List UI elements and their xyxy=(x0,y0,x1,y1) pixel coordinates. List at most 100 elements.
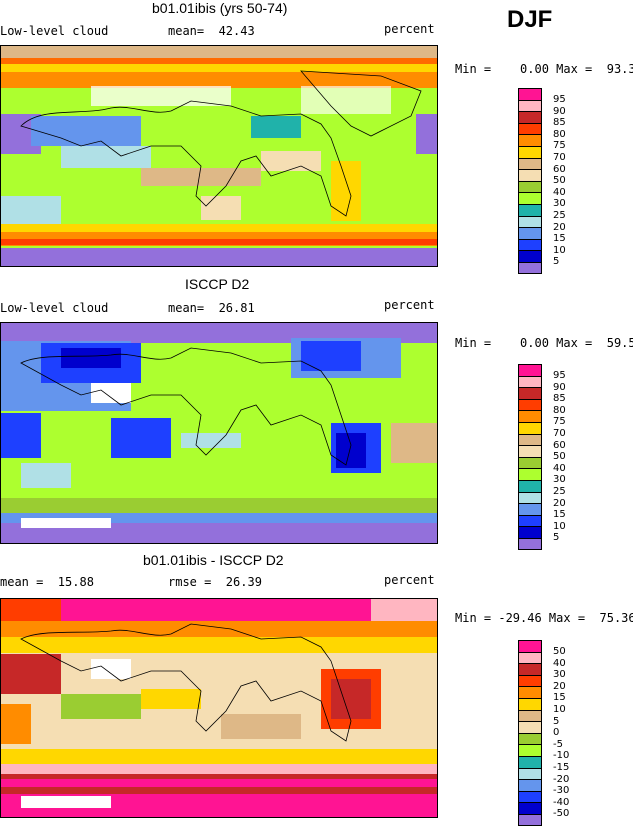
panel-3-map xyxy=(0,598,438,818)
panel-2-colorbar: 95 90 85 80 75 70 60 50 40 30 25 20 15 1… xyxy=(518,364,566,550)
colorbar-label: 85 xyxy=(553,117,566,129)
colorbar-cell: 50 xyxy=(518,445,566,462)
colorbar-label: 90 xyxy=(553,381,566,393)
colorbar-label: 40 xyxy=(553,186,566,198)
colorbar-label: 15 xyxy=(553,509,566,521)
colorbar-label: 80 xyxy=(553,128,566,140)
colorbar-cell: 20 xyxy=(518,674,566,691)
colorbar-cell: -10 xyxy=(518,744,569,761)
colorbar-label: 95 xyxy=(553,94,566,105)
colorbar-label: 20 xyxy=(553,680,566,692)
colorbar-cell: 40 xyxy=(518,180,566,197)
colorbar-cell: 40 xyxy=(518,456,566,473)
colorbar-cell: 90 xyxy=(518,375,566,392)
panel-2-title: ISCCP D2 xyxy=(185,276,250,292)
panel-3-units: percent xyxy=(384,573,435,587)
colorbar-cell: 5 xyxy=(518,709,559,726)
colorbar-cell: -5 xyxy=(518,732,563,749)
colorbar-label: 20 xyxy=(553,221,566,233)
colorbar-cell: 10 xyxy=(518,697,566,714)
colorbar-label: 30 xyxy=(553,198,566,210)
colorbar-label: 40 xyxy=(553,462,566,474)
colorbar-cell: -20 xyxy=(518,767,569,784)
colorbar-label: 75 xyxy=(553,416,566,428)
panel-2-units: percent xyxy=(384,298,435,312)
colorbar-cell: 30 xyxy=(518,192,566,209)
colorbar-cell: 25 xyxy=(518,203,566,220)
colorbar-label: -50 xyxy=(553,808,570,820)
colorbar-cell: 15 xyxy=(518,503,566,520)
colorbar-label: 5 xyxy=(553,532,560,544)
colorbar-cell: 95 xyxy=(518,364,566,381)
colorbar-cell: 80 xyxy=(518,122,566,139)
colorbar-cell: 60 xyxy=(518,157,566,174)
colorbar-cell: 50 xyxy=(518,169,566,186)
colorbar-cell: -40 xyxy=(518,790,569,807)
colorbar-cell xyxy=(518,537,542,550)
colorbar-cell: 40 xyxy=(518,651,566,668)
colorbar-cell: 95 xyxy=(518,88,566,105)
colorbar-label: 90 xyxy=(553,105,566,117)
colorbar-cell: 10 xyxy=(518,238,566,255)
colorbar-label: -15 xyxy=(553,761,570,773)
colorbar-label: -40 xyxy=(553,796,570,808)
colorbar-label: 95 xyxy=(553,370,566,381)
colorbar-cell: 60 xyxy=(518,433,566,450)
colorbar-label: -30 xyxy=(553,785,570,797)
colorbar-label: 25 xyxy=(553,485,566,497)
colorbar-cell: 20 xyxy=(518,215,566,232)
colorbar-cell: 30 xyxy=(518,468,566,485)
colorbar-label: 70 xyxy=(553,427,566,439)
colorbar-label: -5 xyxy=(553,738,563,750)
panel-1-variable: Low-level cloud xyxy=(0,24,109,38)
panel-2-variable: Low-level cloud xyxy=(0,301,109,315)
colorbar-label: 60 xyxy=(553,163,566,175)
colorbar-cell: 70 xyxy=(518,145,566,162)
colorbar-label: 50 xyxy=(553,175,566,187)
panel-2-mean: mean= 26.81 xyxy=(168,301,255,315)
colorbar-cell: -50 xyxy=(518,802,569,819)
colorbar-label: 5 xyxy=(553,256,560,268)
colorbar-label: 15 xyxy=(553,692,566,704)
colorbar-cell: 5 xyxy=(518,526,559,543)
colorbar-label: 25 xyxy=(553,209,566,221)
panel-3-mean: mean = 15.88 xyxy=(0,575,94,589)
colorbar-cell: 75 xyxy=(518,410,566,427)
colorbar-label: 10 xyxy=(553,520,566,532)
colorbar-cell: -30 xyxy=(518,779,569,796)
panel-1-minmax: Min = 0.00 Max = 93.30 xyxy=(455,62,633,76)
colorbar-label: 20 xyxy=(553,497,566,509)
colorbar-label: 5 xyxy=(553,715,560,727)
panel-1-units: percent xyxy=(384,22,435,36)
panel-3-rmse: rmse = 26.39 xyxy=(168,575,262,589)
colorbar-label: 10 xyxy=(553,244,566,256)
colorbar-cell: 5 xyxy=(518,250,559,267)
colorbar-cell: 15 xyxy=(518,227,566,244)
colorbar-cell: 25 xyxy=(518,479,566,496)
colorbar-label: 15 xyxy=(553,233,566,245)
colorbar-cell: 85 xyxy=(518,387,566,404)
colorbar-cell: -15 xyxy=(518,755,569,772)
panel-1-colorbar: 95 90 85 80 75 70 60 50 40 30 25 20 15 1… xyxy=(518,88,566,274)
colorbar-label: 30 xyxy=(553,474,566,486)
colorbar-cell: 85 xyxy=(518,111,566,128)
colorbar-label: -20 xyxy=(553,773,570,785)
colorbar-label: 50 xyxy=(553,646,566,657)
colorbar-cell: 10 xyxy=(518,514,566,531)
colorbar-label: 40 xyxy=(553,657,566,669)
panel-3-title: b01.01ibis - ISCCP D2 xyxy=(143,552,284,568)
colorbar-label: 70 xyxy=(553,151,566,163)
colorbar-cell: 50 xyxy=(518,640,566,657)
colorbar-cell: 70 xyxy=(518,421,566,438)
colorbar-cell: 0 xyxy=(518,721,559,738)
colorbar-label: 0 xyxy=(553,727,560,739)
panel-3-colorbar: 50 40 30 20 15 10 5 0 -5 -10 -15 -20 -30… xyxy=(518,640,569,826)
colorbar-label: 50 xyxy=(553,451,566,463)
colorbar-cell: 15 xyxy=(518,686,566,703)
colorbar-label: 75 xyxy=(553,140,566,152)
panel-2-minmax: Min = 0.00 Max = 59.59 xyxy=(455,336,633,350)
colorbar-cell xyxy=(518,261,542,274)
panel-1-map xyxy=(0,45,438,267)
colorbar-cell: 80 xyxy=(518,398,566,415)
colorbar-label: 85 xyxy=(553,393,566,405)
